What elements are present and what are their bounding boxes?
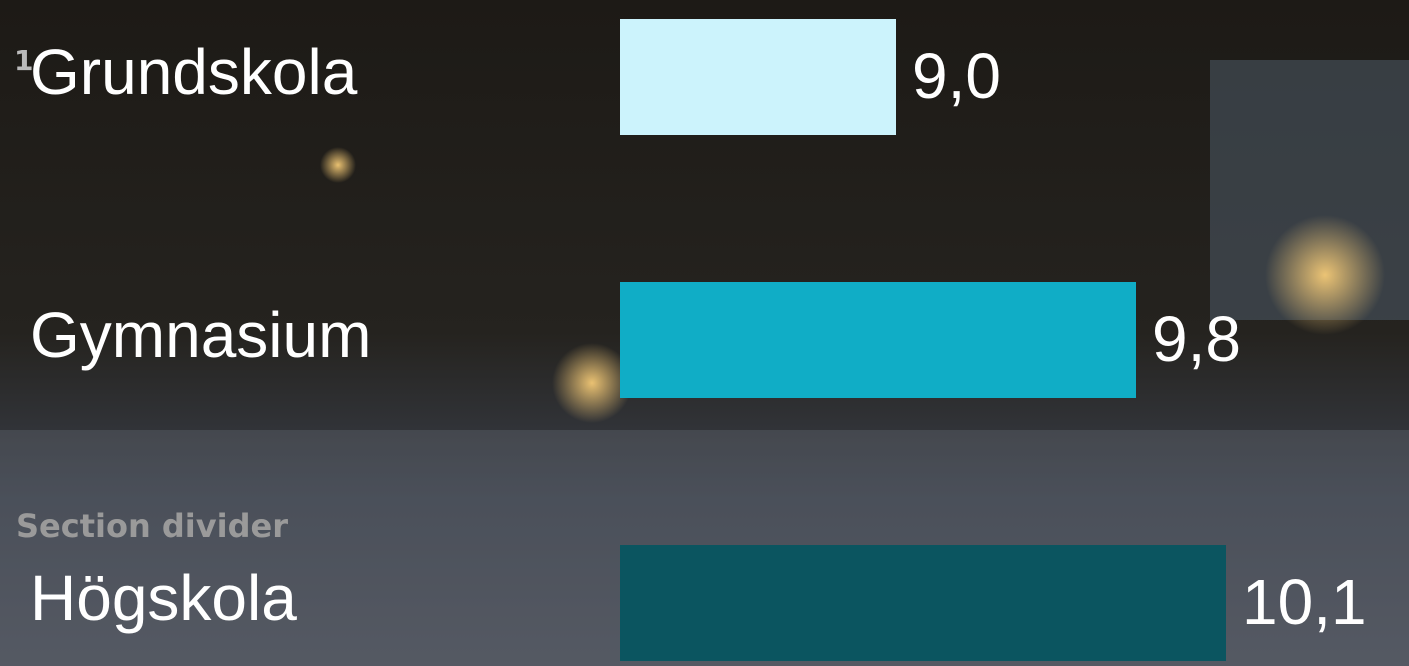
category-label: Högskola — [30, 562, 297, 634]
value-label: 9,8 — [1152, 303, 1241, 375]
bar — [620, 19, 896, 135]
section-label: Section divider — [16, 507, 288, 545]
value-label: 9,0 — [912, 40, 1001, 112]
light — [320, 147, 356, 183]
bar — [620, 545, 1226, 661]
light — [1265, 215, 1385, 335]
category-label: Grundskola — [30, 36, 358, 108]
value-label: 10,1 — [1242, 566, 1367, 638]
light — [552, 343, 632, 423]
slide-number: 1 — [14, 44, 33, 77]
bar — [620, 282, 1136, 398]
category-label: Gymnasium — [30, 299, 371, 371]
